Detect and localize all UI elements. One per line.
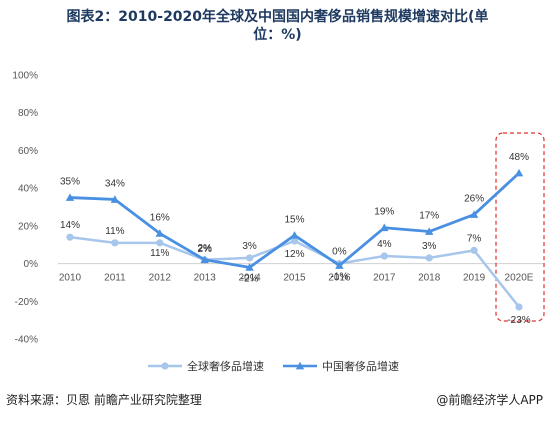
data-label-global: 0% [332, 247, 347, 258]
data-label-global: 3% [422, 241, 437, 252]
x-tick-label: 2010 [59, 273, 82, 284]
brand-credit: @前瞻经济学人APP [436, 393, 543, 407]
data-label-global: -23% [507, 315, 530, 326]
data-label-china: -2% [241, 273, 259, 284]
data-point-global [111, 239, 119, 247]
y-tick-label: -20% [15, 297, 38, 308]
data-point-china [110, 195, 120, 203]
legend-label-global: 全球奢侈品增速 [187, 359, 264, 373]
data-point-global [246, 254, 254, 262]
data-label-china: 35% [60, 177, 80, 188]
data-point-china [290, 231, 299, 239]
data-label-china: 15% [284, 214, 304, 225]
data-point-china [335, 261, 344, 269]
data-label-global: 7% [467, 233, 482, 244]
y-tick-label: 80% [18, 108, 38, 119]
data-point-global [425, 254, 433, 262]
y-tick-label: -40% [15, 335, 38, 346]
y-tick-label: 0% [24, 259, 39, 270]
data-label-china: 17% [419, 211, 439, 222]
x-tick-label: 2012 [149, 273, 172, 284]
data-label-china: -1% [331, 271, 349, 282]
y-tick-label: 100% [12, 71, 38, 82]
data-point-global [290, 237, 299, 245]
data-label-global: 2% [197, 244, 212, 255]
legend-marker-china [295, 361, 305, 370]
data-point-china [514, 168, 524, 177]
data-label-global: 12% [284, 249, 304, 260]
data-label-china: 2% [197, 243, 212, 254]
data-label-china: 16% [150, 212, 170, 223]
data-point-global [380, 252, 388, 260]
x-tick-label: 2018 [418, 273, 441, 284]
x-tick-label: 2019 [463, 273, 486, 284]
data-point-global [515, 303, 523, 311]
legend-label-china: 中国奢侈品增速 [322, 359, 399, 373]
data-label-china: 48% [509, 152, 529, 163]
data-point-china [469, 210, 479, 218]
data-label-china: 26% [464, 194, 484, 205]
data-point-china [425, 227, 434, 235]
y-tick-label: 60% [18, 146, 38, 157]
data-point-global [470, 246, 478, 254]
legend-marker-global [161, 362, 169, 370]
data-point-china [65, 193, 75, 201]
x-tick-label: 2020E [505, 273, 534, 284]
data-point-china [245, 263, 254, 271]
chart-title: 图表2：2010-2020年全球及中国国内奢侈品销售规模增速对比(单 位：%) [0, 8, 555, 44]
data-label-global: 14% [60, 220, 80, 231]
x-tick-label: 2011 [104, 273, 126, 284]
data-point-china [155, 229, 164, 237]
data-point-china [380, 223, 389, 232]
data-label-china: 19% [374, 207, 394, 218]
x-tick-label: 2016 [328, 273, 351, 284]
chart-title-line2: 位：%) [253, 27, 302, 43]
x-tick-label: 2015 [283, 273, 306, 284]
data-point-china [200, 255, 209, 264]
x-tick-label: 2017 [373, 273, 396, 284]
source-note: 资料来源：贝恩 前瞻产业研究院整理 [6, 393, 202, 407]
data-label-global: 4% [377, 239, 392, 250]
x-tick-label: 2014 [238, 273, 261, 284]
data-label-global: 11% [105, 226, 124, 237]
data-label-global: 3% [242, 241, 257, 252]
data-point-global [156, 239, 164, 247]
y-tick-label: 40% [18, 184, 38, 195]
x-tick-label: 2013 [194, 273, 217, 284]
data-label-global: 11% [150, 248, 169, 259]
y-tick-label: 20% [18, 221, 38, 232]
highlight-box-2020e [495, 132, 545, 322]
data-label-china: 34% [105, 178, 125, 189]
data-point-global [66, 233, 74, 241]
chart-title-line1: 图表2：2010-2020年全球及中国国内奢侈品销售规模增速对比(单 [66, 9, 489, 25]
